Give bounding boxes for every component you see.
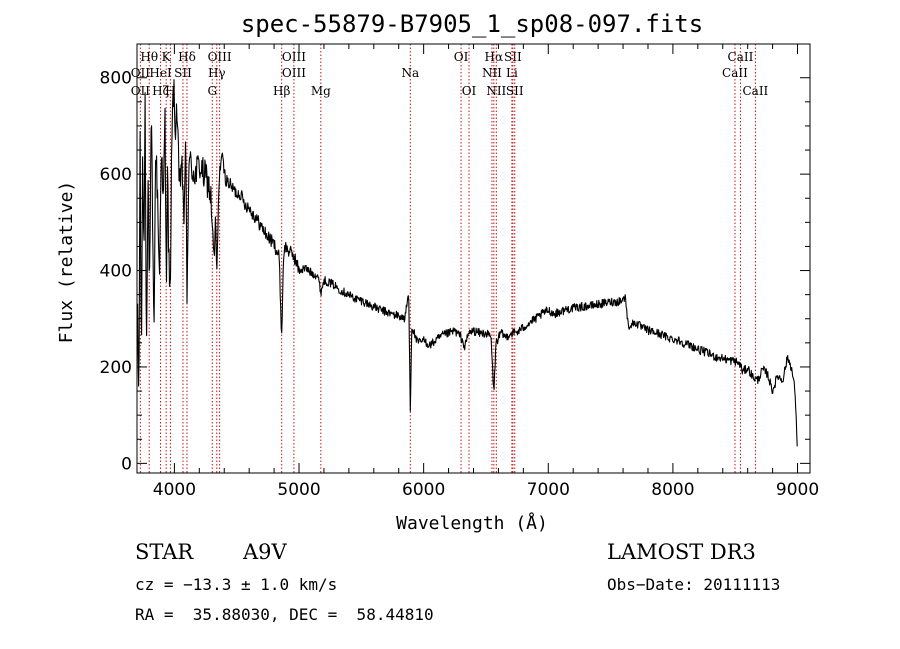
observation-date: Obs−Date: 20111113 [607, 575, 781, 594]
line-marker-label-20: NII [482, 66, 502, 80]
chart-title: spec-55879-B7905_1_sp08-097.fits [241, 10, 703, 38]
line-marker-label-5: K [162, 50, 172, 64]
line-marker-label-23: Li [506, 66, 518, 80]
spectrum-series [137, 79, 798, 447]
line-marker-label-8: Hδ [178, 50, 196, 64]
x-tick-label-5000: 5000 [277, 480, 320, 500]
line-marker-label-26: CaII [722, 66, 748, 80]
y-tick-label-400: 400 [100, 262, 132, 282]
y-tick-label-200: 200 [100, 358, 132, 378]
line-marker-label-19: Hα [485, 50, 504, 64]
line-marker-label-18: OI [462, 84, 477, 98]
line-marker-label-3: HeI [149, 66, 172, 80]
y-tick-label-0: 0 [121, 454, 132, 474]
y-tick-label-800: 800 [100, 69, 132, 89]
x-axis-label: Wavelength (Å) [396, 512, 548, 534]
x-tick-label-4000: 4000 [153, 480, 196, 500]
line-marker-label-10: Hγ [208, 66, 226, 80]
object-class: STAR [135, 540, 194, 564]
line-marker-label-27: CaII [742, 84, 768, 98]
y-tick-label-600: 600 [100, 165, 132, 185]
line-marker-label-6: H [165, 84, 175, 98]
line-marker-label-24: SII [506, 84, 524, 98]
line-marker-label-2: OII [131, 84, 151, 98]
line-marker-label-4: Hζ [152, 84, 169, 98]
coordinates: RA = 35.88030, DEC = 58.44810 [135, 605, 434, 624]
x-tick-label-9000: 9000 [776, 480, 819, 500]
line-marker-label-0: Hθ [140, 50, 158, 64]
object-subclass: A9V [243, 540, 287, 564]
plot-axes: 4000 5000 6000 7000 8000 9000 0 200 400 600 800 [100, 43, 819, 500]
survey-name: LAMOST DR3 [607, 540, 756, 564]
redshift-velocity: cz = −13.3 ± 1.0 km/s [135, 575, 338, 594]
line-marker-label-22: SII [504, 50, 522, 64]
line-marker-label-21: NII [486, 84, 506, 98]
x-tick-label-7000: 7000 [527, 480, 570, 500]
plot-frame [136, 43, 811, 474]
line-marker-label-13: OIII [282, 50, 306, 64]
y-axis-label: Flux (relative) [56, 181, 77, 344]
line-marker-label-15: Mg [311, 84, 331, 98]
spectrum-line [137, 79, 798, 447]
line-marker-label-16: Na [401, 66, 419, 80]
x-tick-label-8000: 8000 [651, 480, 694, 500]
x-tick-label-6000: 6000 [402, 480, 445, 500]
line-marker-label-12: Hβ [273, 84, 290, 98]
line-marker-label-11: G [207, 84, 217, 98]
line-marker-label-25: CaII [728, 50, 754, 64]
line-marker-label-1: OII [131, 66, 151, 80]
line-marker-label-17: OI [454, 50, 469, 64]
line-marker-label-9: OIII [208, 50, 232, 64]
line-marker-label-7: SII [174, 66, 192, 80]
line-marker-label-14: OIII [282, 66, 306, 80]
